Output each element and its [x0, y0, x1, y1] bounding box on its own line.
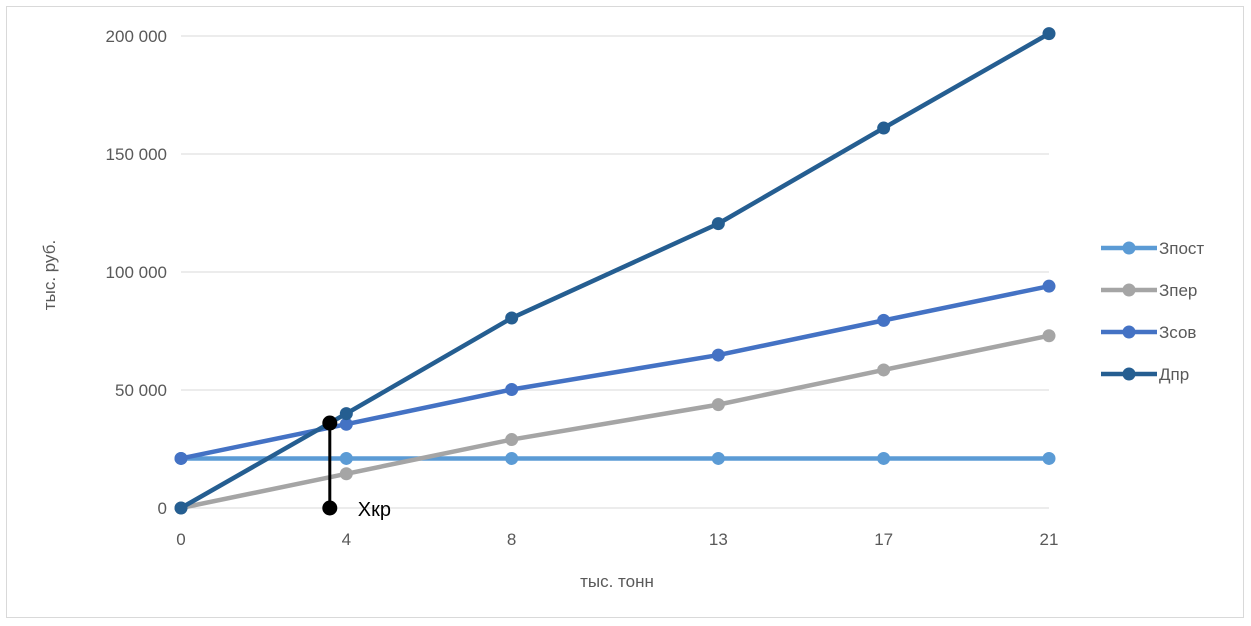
y-tick-label: 150 000 — [106, 145, 167, 164]
critical-point-annotation: Xкр — [322, 415, 391, 521]
x-tick-label: 8 — [507, 530, 516, 549]
series-line — [179, 31, 1051, 510]
data-point — [505, 433, 519, 447]
series-lines — [174, 27, 1056, 515]
data-point — [1042, 451, 1056, 465]
y-tick-labels: 0 50 000 100 000 150 000 200 000 — [106, 27, 167, 518]
chart-frame: 0 50 000 100 000 150 000 200 000 0 4 8 13 17 21 X… — [6, 6, 1244, 618]
series-Дпр — [174, 27, 1056, 515]
data-point — [1042, 279, 1056, 293]
legend-label: Дпр — [1159, 365, 1189, 384]
data-point — [339, 467, 353, 481]
legend-item: Зпост — [1101, 239, 1204, 258]
legend-marker — [1122, 325, 1136, 339]
series-Зпост — [174, 451, 1056, 465]
x-axis-label: тыс. тонн — [580, 572, 654, 591]
legend-item: Зсов — [1101, 323, 1196, 342]
y-tick-label: 0 — [158, 499, 167, 518]
data-point — [877, 363, 891, 377]
data-point — [174, 501, 188, 515]
x-tick-label: 0 — [176, 530, 185, 549]
legend-marker — [1122, 283, 1136, 297]
data-point — [877, 313, 891, 327]
data-point — [877, 451, 891, 465]
x-tick-label: 17 — [874, 530, 893, 549]
legend: Зпост Зпер Зсов Дпр — [1101, 239, 1204, 384]
y-tick-label: 100 000 — [106, 263, 167, 282]
x-tick-label: 13 — [709, 530, 728, 549]
legend-label: Зпер — [1159, 281, 1197, 300]
data-point — [711, 451, 725, 465]
data-point — [1042, 329, 1056, 343]
data-point — [339, 407, 353, 421]
y-axis-label: тыс. руб. — [40, 240, 59, 310]
legend-marker — [1122, 241, 1136, 255]
legend-label: Зпост — [1159, 239, 1204, 258]
critical-point-marker — [322, 415, 338, 431]
series-Зпер — [174, 329, 1056, 515]
legend-item: Дпр — [1101, 365, 1189, 384]
y-tick-label: 200 000 — [106, 27, 167, 46]
chart-svg: 0 50 000 100 000 150 000 200 000 0 4 8 13 17 21 X… — [40, 27, 1204, 591]
data-point — [339, 417, 353, 431]
critical-point-base-marker — [322, 500, 338, 516]
legend-item: Зпер — [1101, 281, 1197, 300]
legend-marker — [1122, 367, 1136, 381]
x-tick-label: 21 — [1040, 530, 1059, 549]
data-point — [711, 398, 725, 412]
legend-label: Зсов — [1159, 323, 1196, 342]
data-point — [505, 383, 519, 397]
data-point — [711, 348, 725, 362]
y-tick-label: 50 000 — [115, 381, 167, 400]
series-line — [180, 333, 1050, 511]
x-tick-labels: 0 4 8 13 17 21 — [176, 530, 1058, 549]
data-point — [505, 451, 519, 465]
x-tick-label: 4 — [342, 530, 351, 549]
critical-point-label: Xкр — [358, 499, 391, 521]
data-point — [174, 451, 188, 465]
data-point — [505, 311, 519, 325]
data-point — [339, 451, 353, 465]
data-point — [1042, 27, 1056, 41]
data-point — [877, 121, 891, 135]
data-point — [711, 217, 725, 231]
